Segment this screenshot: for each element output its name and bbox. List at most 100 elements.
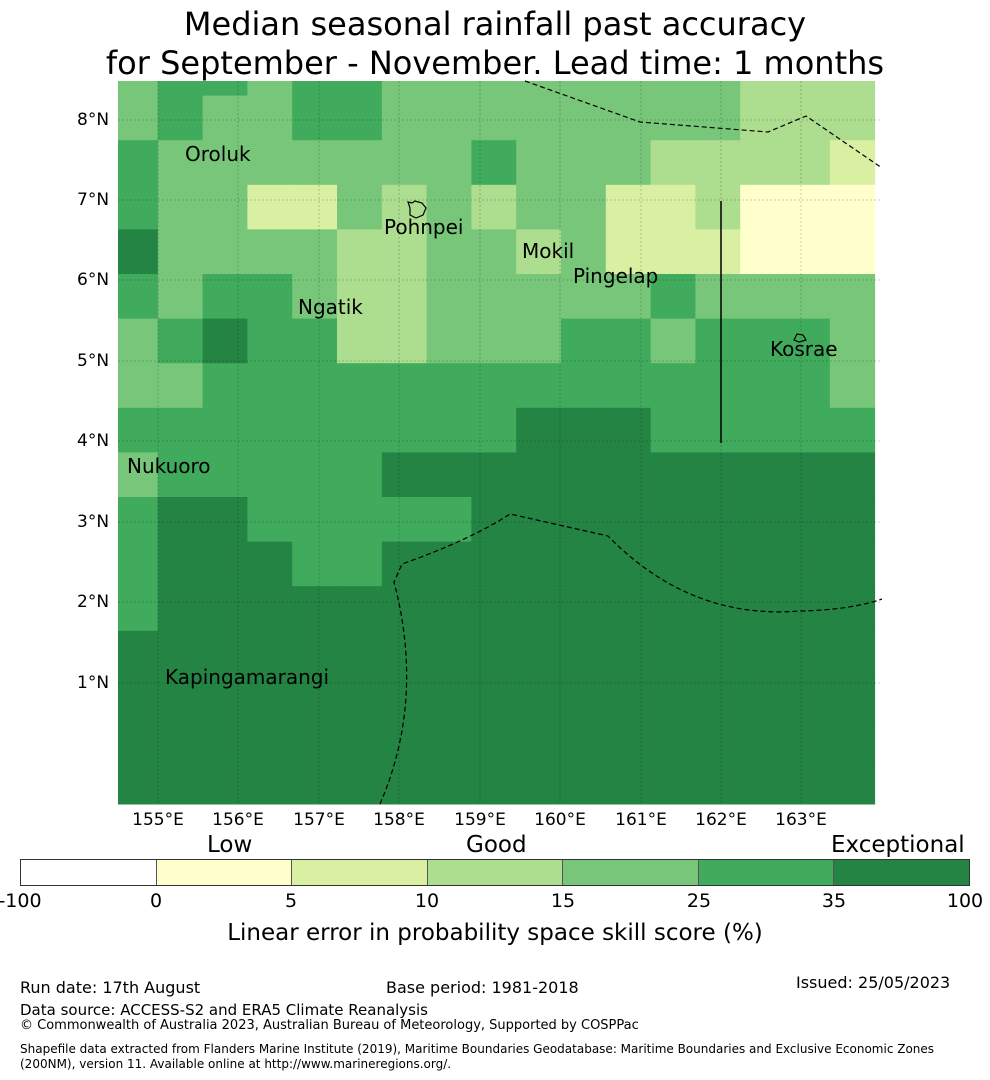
skill-cell (118, 318, 159, 364)
skill-cell (829, 184, 876, 230)
skill-cell (247, 675, 293, 721)
skill-cell (471, 630, 517, 676)
skill-cell (829, 675, 876, 721)
colorbar-segment (156, 860, 293, 885)
skill-cell (695, 363, 741, 409)
legend-category-good: Good (466, 832, 527, 858)
skill-cell (740, 497, 786, 543)
skill-cell (516, 140, 562, 186)
skill-cell (337, 675, 383, 721)
skill-cell (292, 630, 338, 676)
skill-cell (381, 720, 428, 766)
skill-cell (337, 81, 383, 97)
skill-cell (292, 452, 338, 498)
skill-cell (471, 274, 517, 320)
skill-cell (471, 497, 517, 543)
skill-cell (650, 407, 696, 453)
skill-cell (650, 81, 696, 97)
issued-date: Issued: 25/05/2023 (796, 973, 951, 992)
skill-cell (516, 81, 562, 97)
skill-cell (785, 229, 831, 275)
skill-cell (118, 363, 159, 409)
skill-cell (471, 318, 517, 364)
skill-cell (516, 274, 562, 320)
skill-cell (695, 81, 741, 97)
skill-cell (516, 541, 562, 587)
skill-cell (381, 363, 428, 409)
lon-label-155e: 155°E (132, 810, 184, 830)
skill-cell (247, 184, 293, 230)
skill-cell (337, 229, 383, 275)
colorbar-tick: 15 (550, 890, 576, 912)
skill-cell (740, 452, 786, 498)
skill-cell (202, 274, 248, 320)
skill-cell (426, 720, 472, 766)
skill-cell (829, 140, 876, 186)
skill-cell (740, 363, 786, 409)
skill-cell (471, 184, 517, 230)
skill-cell (292, 764, 338, 805)
skill-cell (471, 81, 517, 97)
skill-cell (605, 363, 652, 409)
skill-cell (605, 675, 652, 721)
skill-cell (561, 81, 607, 97)
skill-cell (561, 229, 607, 275)
skill-cell (695, 318, 741, 364)
skill-cell (785, 630, 831, 676)
skill-cell (471, 363, 517, 409)
skill-cell (426, 140, 472, 186)
skill-cell (829, 630, 876, 676)
skill-cell (118, 407, 159, 453)
skill-cell (426, 363, 472, 409)
skill-cell (247, 586, 293, 632)
skill-cell (157, 229, 204, 275)
skill-cell (829, 81, 876, 97)
skill-cell (381, 140, 428, 186)
lon-label-157e: 157°E (293, 810, 345, 830)
skill-cell (605, 274, 652, 320)
skill-cell (118, 541, 159, 587)
lon-label-161e: 161°E (615, 810, 667, 830)
skill-cell (516, 407, 562, 453)
skill-cell (292, 541, 338, 587)
skill-cell (157, 274, 204, 320)
islands (407, 200, 807, 343)
skill-cell (337, 274, 383, 320)
skill-cell (605, 318, 652, 364)
skill-cell (785, 318, 831, 364)
skill-cell (292, 184, 338, 230)
skill-cell (202, 184, 248, 230)
skill-cell (829, 407, 876, 453)
base-period: Base period: 1981-2018 (386, 978, 579, 997)
colorbar-tick: 5 (284, 890, 298, 912)
skill-cell (381, 81, 428, 97)
skill-cell (561, 497, 607, 543)
skill-cell (426, 764, 472, 805)
skill-cell (157, 630, 204, 676)
skill-cell (337, 184, 383, 230)
lon-label-160e: 160°E (534, 810, 586, 830)
shapefile-credit-line1: Shapefile data extracted from Flanders M… (20, 1042, 935, 1056)
skill-cell (650, 318, 696, 364)
skill-grid (118, 81, 876, 805)
skill-cell (471, 140, 517, 186)
skill-cell (561, 274, 607, 320)
skill-cell (118, 184, 159, 230)
skill-cell (202, 586, 248, 632)
skill-cell (247, 407, 293, 453)
skill-cell (337, 318, 383, 364)
skill-cell (247, 541, 293, 587)
skill-cell (516, 363, 562, 409)
skill-cell (695, 95, 741, 141)
copyright-notice: © Commonwealth of Australia 2023, Austra… (20, 1018, 639, 1033)
skill-cell (829, 541, 876, 587)
skill-cell (118, 81, 159, 97)
skill-cell (157, 541, 204, 587)
lon-label-162e: 162°E (695, 810, 747, 830)
skill-cell (202, 497, 248, 543)
skill-cell (695, 184, 741, 230)
skill-cell (471, 407, 517, 453)
skill-cell (337, 497, 383, 543)
skill-cell (157, 452, 204, 498)
skill-cell (785, 720, 831, 766)
